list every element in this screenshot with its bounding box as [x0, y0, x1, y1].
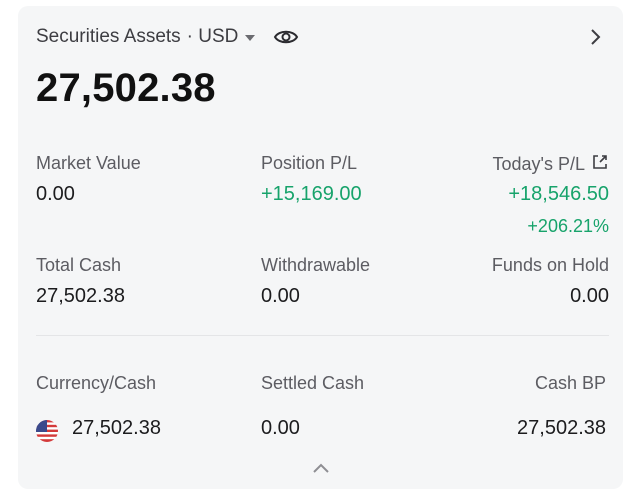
cash-bp-header: Cash BP [534, 373, 606, 393]
total-cash-label: Total Cash [36, 255, 122, 275]
assets-title: Securities Assets [36, 26, 181, 47]
eye-icon[interactable] [273, 26, 299, 48]
market-value: 0.00 [36, 183, 75, 205]
settled-cash-header: Settled Cash [261, 373, 365, 393]
position-pl-label: Position P/L [261, 153, 358, 173]
todays-pl-percent: +206.21% [527, 216, 609, 236]
market-value-label: Market Value [36, 153, 141, 173]
settled-cash-value: 0.00 [261, 417, 300, 439]
currency-cash-header: Currency/Cash [36, 373, 157, 393]
position-pl-value: +15,169.00 [261, 183, 362, 205]
cash-bp-value: 27,502.38 [517, 417, 606, 439]
caret-down-icon[interactable] [244, 26, 256, 48]
securities-assets-card: Securities Assets · USD 27,502.38 Market… [18, 6, 623, 489]
currency-selector[interactable]: · USD [186, 26, 239, 47]
total-cash-value: 27,502.38 [36, 285, 125, 307]
chevron-right-icon[interactable] [589, 26, 603, 48]
withdrawable-label: Withdrawable [261, 255, 371, 275]
currency-cash-value: 27,502.38 [72, 417, 161, 439]
total-assets-value: 27,502.38 [36, 66, 216, 110]
assets-header[interactable]: Securities Assets · USD [36, 26, 256, 48]
withdrawable-value: 0.00 [261, 285, 300, 307]
share-icon[interactable] [591, 153, 609, 176]
funds-on-hold-value: 0.00 [570, 285, 609, 307]
divider [36, 335, 609, 336]
todays-pl-header[interactable]: Today's P/L [493, 153, 610, 176]
todays-pl-label: Today's P/L [492, 154, 586, 174]
funds-on-hold-label: Funds on Hold [491, 255, 609, 275]
todays-pl-value: +18,546.50 [508, 183, 609, 205]
chevron-up-icon[interactable] [312, 461, 330, 473]
us-flag-icon [36, 420, 58, 442]
